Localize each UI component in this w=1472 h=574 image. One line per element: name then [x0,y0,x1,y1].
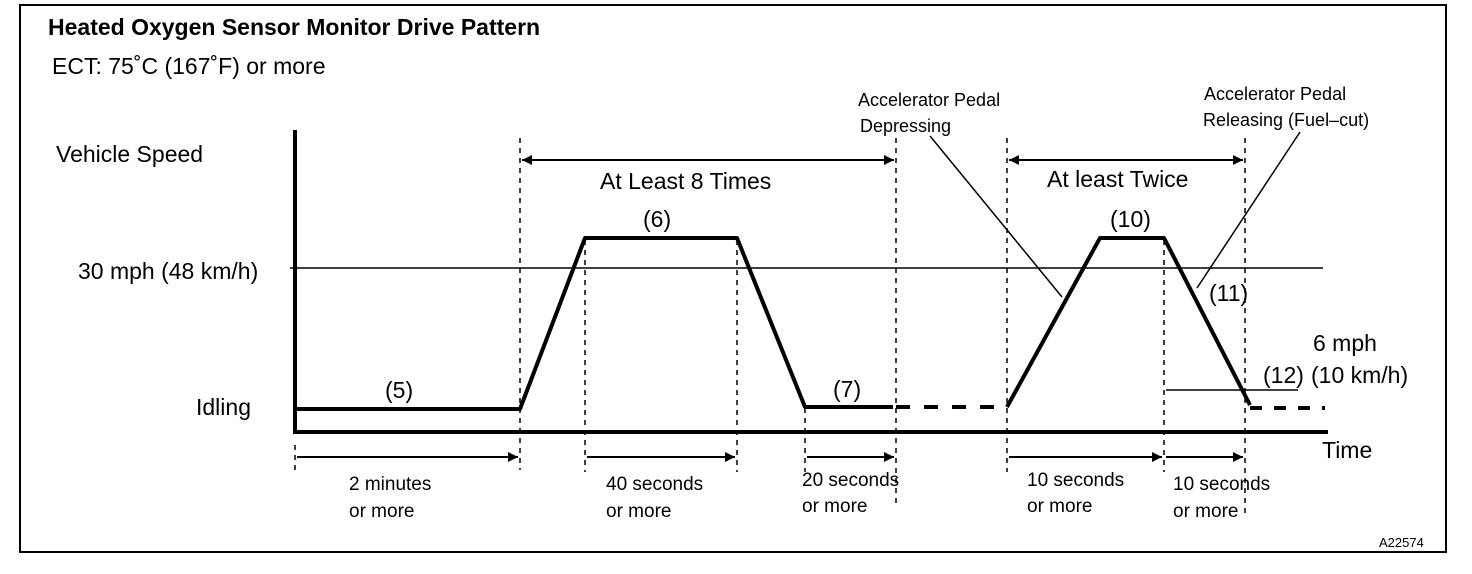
repeat-8-times-label: At Least 8 Times [600,168,771,194]
pedal-depressing-label-line1: Accelerator Pedal [858,90,1000,110]
duration-2-line2: or more [606,501,671,522]
speed-30-label: 30 mph (48 km/h) [78,258,258,284]
duration-4-line2: or more [1027,496,1092,517]
speed-6-label-line1: 6 mph [1313,330,1377,356]
speed-6-label-line2: (10 km/h) [1311,362,1408,388]
duration-1-line1: 2 minutes [349,474,431,495]
pedal-depressing-label-line2: Depressing [860,116,951,136]
duration-1-line2: or more [349,501,414,522]
phase-markers [294,138,1246,515]
y-axis-label: Vehicle Speed [56,141,203,167]
pedal-releasing-label-line1: Accelerator Pedal [1204,84,1346,104]
step-12-label: (12) [1263,362,1304,388]
drive-pattern-cycle-1 [296,236,893,411]
x-axis-label: Time [1322,437,1372,463]
pedal-releasing-leader [1196,131,1301,289]
pedal-depressing-leader [929,135,1063,298]
duration-3-line1: 20 seconds [802,470,899,491]
duration-2-line1: 40 seconds [606,474,703,495]
idling-label: Idling [196,394,251,420]
step-5-label: (5) [385,377,413,403]
diagram-title: Heated Oxygen Sensor Monitor Drive Patte… [48,14,540,40]
duration-5-line1: 10 seconds [1173,474,1270,495]
duration-4-line1: 10 seconds [1027,470,1124,491]
drive-pattern-cycle-2 [1005,236,1252,408]
duration-3-line2: or more [802,496,867,517]
step-7-label: (7) [833,376,861,402]
step-6-label: (6) [643,206,671,232]
step-11-label: (11) [1209,280,1248,306]
figure-id: A22574 [1379,535,1424,550]
figure-frame [19,4,1447,553]
repeat-twice-label: At least Twice [1047,166,1188,192]
ect-condition: ECT: 75˚C (167˚F) or more [52,53,326,79]
pedal-releasing-label-line2: Releasing (Fuel–cut) [1203,110,1369,130]
step-10-label: (10) [1110,206,1151,232]
duration-5-line2: or more [1173,501,1238,522]
